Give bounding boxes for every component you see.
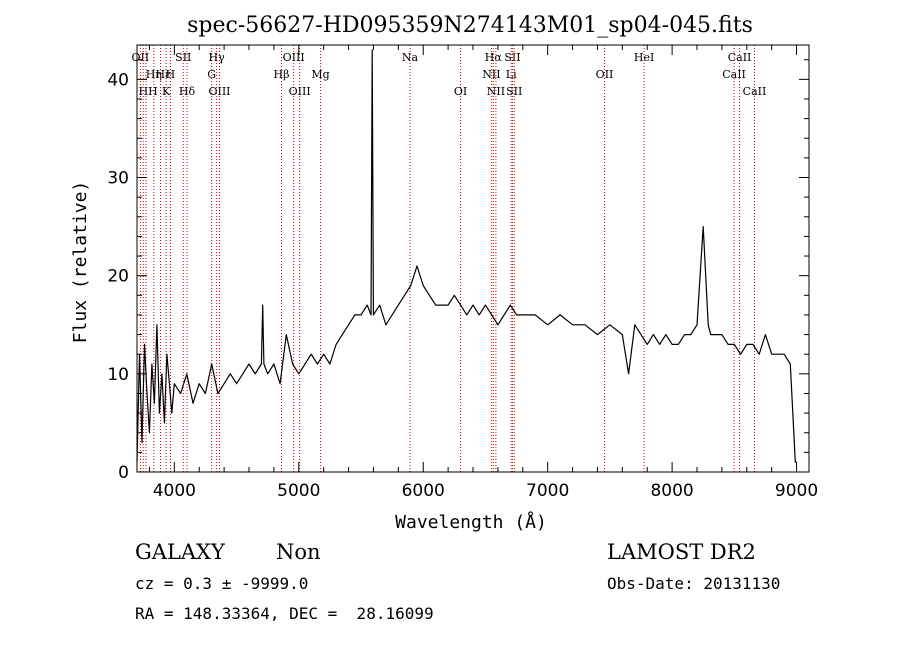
y-tick-label: 40 [107, 70, 129, 90]
x-tick-label: 4000 [153, 481, 196, 501]
y-tick-label: 20 [107, 267, 129, 287]
marker-label: Mg [311, 68, 329, 81]
marker-label: Na [402, 51, 419, 64]
marker-label: OI [454, 85, 467, 98]
marker-label: Hδ [179, 85, 196, 98]
y-tick-label: 10 [107, 365, 129, 385]
spectrum-line [136, 49, 797, 463]
y-axis-label: Flux (relative) [70, 181, 91, 344]
x-axis-label: Wavelength (Å) [395, 511, 547, 533]
object-class: GALAXY [135, 540, 225, 564]
emission-line-markers: OIIHηKHSIIHδGHγOIIIHβOIIIOIIIMgNaOINIIHα… [132, 45, 767, 472]
marker-label: Hα [485, 51, 503, 64]
x-tick-label: 9000 [775, 481, 818, 501]
marker-label: K [162, 85, 171, 98]
marker-label: OIII [283, 51, 305, 64]
marker-label: HeI [634, 51, 654, 64]
survey-name: LAMOST DR2 [607, 540, 756, 564]
marker-label: SII [175, 51, 191, 64]
marker-label: G [207, 68, 216, 81]
plot-frame [136, 44, 810, 473]
marker-label: Hε [155, 68, 171, 81]
marker-label: OII [132, 51, 150, 64]
redshift-cz: cz = 0.3 ± -9999.0 [135, 574, 309, 593]
x-tick-label: 8000 [650, 481, 693, 501]
marker-label: OII [596, 68, 614, 81]
marker-label: SII [504, 51, 520, 64]
chart-title: spec-56627-HD095359N274143M01_sp04-045.f… [187, 13, 753, 38]
axis-ticks: 4000 5000 6000 7000 8000 9000 0 10 20 30 40 [107, 45, 818, 501]
x-tick-label: 7000 [526, 481, 569, 501]
marker-label: Hγ [209, 51, 226, 64]
observation-date: Obs-Date: 20131130 [607, 574, 781, 593]
marker-label: Hβ [274, 68, 290, 81]
marker-label: NII [487, 85, 505, 98]
y-tick-label: 30 [107, 169, 129, 189]
marker-label: OIII [208, 85, 230, 98]
x-tick-label: 6000 [402, 481, 445, 501]
marker-label: H [166, 68, 176, 81]
marker-label: Hη [146, 68, 162, 81]
marker-label: OIII [289, 85, 311, 98]
spectrum-series [136, 49, 797, 463]
marker-label: CaII [722, 68, 746, 81]
marker-label: SII [506, 85, 522, 98]
y-tick-label: 0 [118, 463, 129, 483]
marker-label: CaII [728, 51, 752, 64]
marker-label: HH [139, 85, 158, 98]
object-subclass: Non [276, 540, 321, 564]
marker-label: NII [482, 68, 500, 81]
x-tick-label: 5000 [277, 481, 320, 501]
marker-label: Li [506, 68, 517, 81]
coordinates: RA = 148.33364, DEC = 28.16099 [135, 604, 434, 623]
marker-label: CaII [743, 85, 767, 98]
